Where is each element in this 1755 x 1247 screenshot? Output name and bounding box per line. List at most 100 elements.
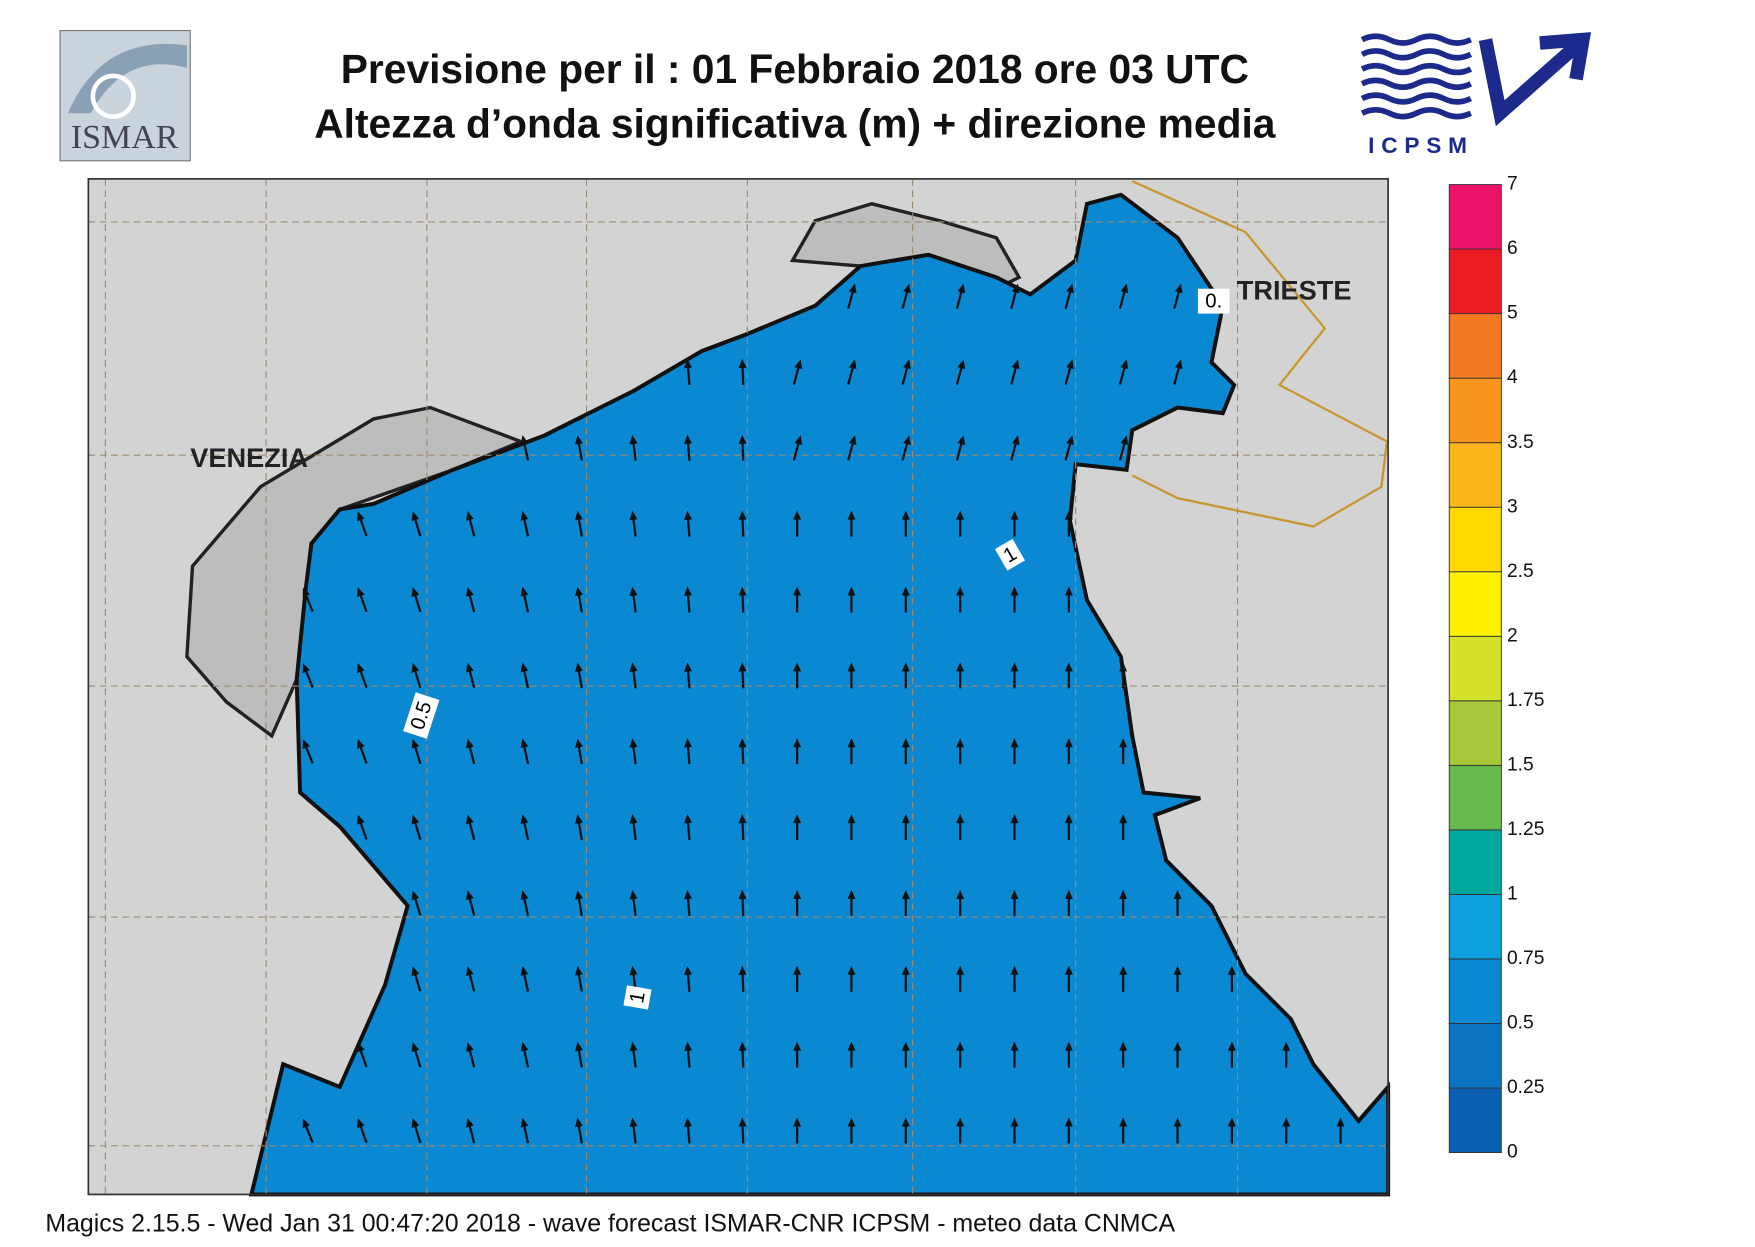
map-frame	[87, 178, 1389, 1196]
arrow-head	[1064, 662, 1073, 672]
arrow-head	[357, 587, 365, 598]
arrow-head	[302, 1118, 311, 1129]
arrow-head	[411, 1118, 420, 1128]
arrow-head	[847, 586, 856, 596]
arrow-head	[738, 662, 747, 672]
contour-label: 1	[623, 985, 652, 1010]
contour-text: 1	[626, 990, 650, 1005]
arrow-head	[901, 1041, 910, 1051]
arrow-head	[794, 435, 803, 445]
arrow-head	[411, 738, 420, 749]
arrow-head	[1010, 889, 1019, 899]
arrow-head	[684, 662, 693, 672]
arrow	[1064, 283, 1074, 309]
arrow	[901, 435, 911, 461]
footer: Magics 2.15.5 - Wed Jan 31 00:47:20 2018…	[45, 1210, 1175, 1238]
arrow-head	[520, 586, 529, 597]
arrow-head	[1064, 738, 1073, 748]
arrow-head	[684, 889, 693, 900]
arrow-head	[1227, 1117, 1236, 1127]
arrow	[575, 814, 583, 841]
arrow-head	[629, 738, 638, 748]
arrow	[1118, 435, 1129, 461]
arrow	[357, 1118, 368, 1144]
arrow	[1064, 1117, 1073, 1144]
arrow	[684, 889, 693, 916]
arrow-head	[847, 814, 856, 824]
arrow	[901, 814, 910, 841]
arrow	[1064, 510, 1073, 537]
arrow-head	[575, 1117, 583, 1128]
arrow	[901, 1041, 910, 1068]
arrow	[955, 435, 966, 461]
colorbar-bin	[1448, 184, 1502, 250]
arrows	[302, 283, 1345, 1144]
arrow-head	[793, 889, 802, 899]
arrow-head	[738, 1117, 747, 1127]
arrow-head	[575, 434, 583, 445]
arrow-head	[957, 359, 966, 370]
colorbar-bin	[1448, 635, 1502, 702]
arrow-head	[1227, 1041, 1236, 1051]
arrow-head	[1010, 1041, 1019, 1051]
arrow-head	[357, 511, 365, 522]
arrow-head	[302, 663, 311, 674]
arrow	[738, 965, 747, 992]
arrow	[684, 814, 693, 841]
arrow-head	[520, 1041, 529, 1052]
arrow-head	[520, 662, 529, 673]
arrow-head	[520, 966, 529, 976]
arrow	[575, 434, 583, 461]
arrow-head	[901, 814, 910, 824]
arrow	[955, 359, 966, 385]
arrow	[1010, 435, 1020, 461]
arrow-head	[738, 586, 747, 596]
arrow-head	[466, 814, 474, 825]
arrow	[1173, 965, 1182, 992]
arrow-head	[1173, 889, 1182, 899]
arrow-head	[1120, 359, 1129, 370]
arrow-head	[793, 510, 802, 520]
arrow	[793, 1117, 802, 1144]
arrow	[1173, 359, 1183, 385]
arrow-head	[629, 1117, 638, 1128]
arrow	[956, 814, 965, 841]
arrow	[466, 662, 476, 689]
arrow-head	[1282, 1117, 1291, 1127]
arrow-head	[1010, 586, 1019, 596]
arrow	[956, 510, 965, 537]
arrow-head	[302, 739, 311, 750]
arrow	[466, 586, 476, 613]
arrow-head	[520, 510, 529, 521]
arrow	[1119, 814, 1128, 841]
arrow-head	[1064, 1117, 1073, 1127]
arrow	[575, 965, 583, 992]
arrow	[357, 814, 368, 840]
arrow	[1173, 1041, 1182, 1068]
arrow-head	[411, 1042, 420, 1053]
arrow-head	[1174, 283, 1183, 294]
arrow-head	[903, 283, 911, 294]
arrow-head	[1119, 889, 1128, 899]
arrow	[520, 966, 530, 992]
arrow	[901, 738, 910, 765]
arrow	[411, 1118, 422, 1144]
arrow-head	[575, 1041, 583, 1052]
arrow-head	[738, 358, 747, 369]
graticule	[88, 178, 1389, 1195]
arrow-head	[684, 434, 693, 445]
colorbar-bin	[1448, 764, 1502, 831]
arrow-head	[411, 966, 420, 977]
arrow	[629, 814, 638, 841]
arrow-head	[1174, 359, 1183, 370]
contour-text: 0.	[1205, 291, 1222, 313]
arrow-head	[738, 510, 747, 520]
arrow	[575, 890, 583, 916]
arrow-head	[1064, 965, 1073, 975]
arrow	[520, 662, 530, 689]
arrow-head	[1119, 965, 1128, 975]
arrow	[847, 586, 856, 613]
arrow-head	[629, 965, 638, 976]
arrow-head	[794, 359, 803, 370]
arrow-head	[1010, 738, 1019, 748]
